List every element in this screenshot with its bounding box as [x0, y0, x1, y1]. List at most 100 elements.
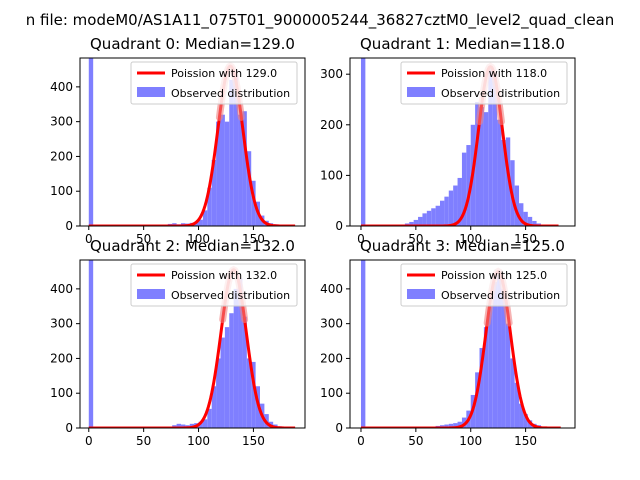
histogram-bar [220, 337, 225, 428]
histogram-bar [211, 386, 217, 428]
histogram-bar [211, 159, 217, 226]
histogram-bar [492, 74, 498, 226]
histogram-bar [238, 278, 243, 428]
legend-fit-label: Poission with 118.0 [441, 67, 547, 80]
histogram-bar [514, 185, 520, 226]
y-tick-label: 100 [50, 386, 73, 400]
histogram-bar [202, 210, 208, 226]
histogram-bar [523, 414, 528, 428]
poisson-fit-line [88, 268, 296, 428]
y-tick-label: 100 [320, 168, 343, 182]
histogram-bar [435, 205, 440, 226]
histogram-bar [523, 211, 528, 226]
legend-observed-swatch [407, 289, 435, 299]
y-tick-label: 200 [320, 351, 343, 365]
figure-suptitle: n file: modeM0/AS1A11_075T01_9000005244_… [26, 11, 615, 30]
histogram-bar [453, 185, 458, 226]
x-tick-label: 50 [408, 434, 423, 448]
histogram-bar [176, 423, 181, 428]
histogram-bar [233, 76, 239, 226]
legend-observed-label: Observed distribution [441, 87, 560, 100]
x-tick-label: 50 [136, 434, 151, 448]
subplot-title: Quadrant 2: Median=132.0 [90, 237, 295, 255]
y-tick-label: 100 [50, 184, 73, 198]
histogram-bar [444, 424, 449, 428]
x-tick-label: 150 [242, 232, 265, 246]
legend: Poission with 129.0 Observed distribution [130, 61, 298, 105]
histogram-bar [492, 281, 498, 428]
histogram-bar [527, 216, 533, 226]
histogram-bar [207, 408, 212, 428]
histogram-bar [483, 112, 489, 226]
subplot-quadrant-1: Quadrant 1: Median=118.0 0 50 100 150 0 100 20… [320, 35, 576, 246]
histogram-bar [418, 216, 423, 226]
histogram-bar [88, 260, 94, 428]
x-tick-label: 100 [187, 434, 210, 448]
legend-observed-swatch [407, 87, 435, 97]
legend-observed-label: Observed distribution [441, 289, 560, 302]
histogram-bar [242, 316, 247, 428]
histogram-bar [180, 424, 186, 428]
x-tick-label: 0 [85, 232, 93, 246]
histogram-bar [519, 203, 524, 226]
y-tick-label: 300 [50, 317, 73, 331]
histogram-bar [426, 210, 432, 226]
histogram-bar [229, 79, 234, 226]
histogram-bar [479, 107, 484, 226]
histogram-bar [242, 111, 247, 226]
histogram-bar [457, 421, 462, 428]
axes-frame [79, 259, 306, 429]
y-tick-label: 0 [335, 421, 343, 435]
poisson-fit-line [88, 64, 296, 226]
subplot-title: Quadrant 3: Median=125.0 [360, 237, 565, 255]
legend-fit-label: Poission with 125.0 [441, 269, 547, 282]
y-tick-label: 400 [320, 282, 343, 296]
legend-observed-label: Observed distribution [171, 289, 290, 302]
y-tick-label: 100 [320, 386, 343, 400]
subplot-title: Quadrant 1: Median=118.0 [360, 35, 565, 53]
histogram-bar [461, 152, 467, 226]
legend-box [130, 263, 298, 307]
histogram-bar [229, 313, 234, 428]
histogram-bar [246, 151, 252, 226]
y-tick-label: 300 [320, 67, 343, 81]
poisson-fit-line [360, 269, 562, 428]
legend-fit-label: Poission with 129.0 [171, 67, 277, 80]
x-tick-label: 100 [459, 232, 482, 246]
histogram-bar [497, 274, 502, 428]
y-tick-label: 0 [335, 219, 343, 233]
histogram-bar [475, 372, 480, 428]
legend-fit-label: Poission with 132.0 [171, 269, 277, 282]
x-tick-label: 100 [187, 232, 210, 246]
histogram-bar [505, 323, 511, 428]
subplot-quadrant-3: Quadrant 3: Median=125.0 0 50 100 150 0 100 20… [320, 237, 576, 448]
histogram-bar [483, 327, 489, 428]
histogram-bar [251, 361, 256, 428]
histogram-bar [475, 102, 480, 226]
legend-observed-label: Observed distribution [171, 87, 290, 100]
axes-frame [79, 57, 306, 227]
histogram-bar [444, 196, 449, 226]
histogram-bar [202, 419, 208, 428]
histogram-bar [207, 187, 212, 226]
histogram-bar [440, 200, 445, 226]
histogram-bar [505, 137, 511, 226]
legend-box [130, 61, 298, 105]
histogram-bar [448, 190, 454, 226]
y-tick-label: 400 [50, 282, 73, 296]
histogram-bar [413, 219, 419, 226]
histogram-bar [453, 423, 458, 428]
histogram-bar [457, 177, 462, 226]
x-tick-label: 50 [408, 232, 423, 246]
axes-frame [349, 57, 576, 227]
histogram-bar [422, 213, 427, 226]
histogram-bar [514, 382, 520, 428]
legend-box [400, 263, 568, 307]
subplot-quadrant-0: Quadrant 0: Median=129.0 0 50 100 150 0 100 20… [50, 35, 306, 246]
histogram-bar [431, 208, 436, 226]
histogram-bar [409, 221, 414, 226]
histogram-bar [501, 288, 506, 428]
y-tick-label: 300 [50, 115, 73, 129]
y-tick-label: 400 [50, 80, 73, 94]
x-tick-label: 0 [357, 434, 365, 448]
